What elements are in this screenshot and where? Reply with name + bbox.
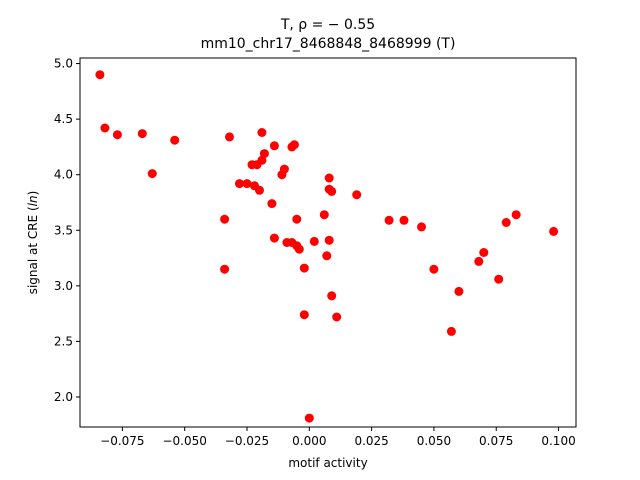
data-point bbox=[255, 185, 264, 195]
data-point bbox=[304, 413, 314, 423]
data-point bbox=[324, 173, 334, 183]
y-axis-ticks: 2.0 2.5 3.0 3.5 4.0 4.5 5.0 bbox=[54, 57, 80, 404]
data-point bbox=[417, 222, 426, 232]
data-point bbox=[332, 312, 342, 322]
data-point bbox=[429, 264, 439, 274]
data-point bbox=[269, 141, 279, 151]
data-point bbox=[294, 244, 304, 254]
y-tick-label: 2.5 bbox=[54, 334, 73, 348]
data-point bbox=[95, 70, 105, 80]
data-point bbox=[170, 135, 180, 145]
data-points bbox=[95, 70, 559, 423]
data-point bbox=[220, 214, 230, 224]
x-tick-label: 0.100 bbox=[541, 434, 575, 448]
data-point bbox=[292, 214, 302, 224]
data-point bbox=[474, 256, 484, 266]
x-tick-label: −0.025 bbox=[225, 434, 269, 448]
x-tick-label: 0.075 bbox=[479, 434, 513, 448]
data-point bbox=[399, 215, 409, 225]
data-point bbox=[220, 264, 230, 274]
data-point bbox=[279, 164, 289, 174]
data-point bbox=[235, 179, 244, 189]
data-point bbox=[259, 149, 269, 159]
data-point bbox=[147, 169, 157, 179]
data-point bbox=[225, 132, 234, 142]
x-tick-label: 0.025 bbox=[354, 434, 388, 448]
data-point bbox=[309, 236, 319, 246]
chart-title-line2: mm10_chr17_8468848_8468999 (T) bbox=[201, 36, 456, 52]
data-point bbox=[137, 129, 147, 139]
plot-frame bbox=[79, 57, 577, 428]
data-point bbox=[352, 190, 362, 200]
data-point bbox=[494, 274, 504, 284]
data-point bbox=[242, 179, 252, 189]
data-point bbox=[257, 128, 267, 137]
data-point bbox=[267, 199, 277, 209]
data-point bbox=[269, 233, 279, 243]
data-point bbox=[454, 286, 464, 296]
data-point bbox=[299, 263, 309, 273]
data-point bbox=[501, 218, 511, 227]
x-axis-ticks: −0.075 −0.050 −0.025 0.000 0.025 0.050 0.075 0.… bbox=[100, 427, 576, 448]
data-point bbox=[384, 215, 394, 225]
chart-title-line1: T, ρ = − 0.55 bbox=[280, 17, 375, 33]
y-tick-label: 3.5 bbox=[54, 223, 73, 237]
y-tick-label: 4.0 bbox=[54, 168, 73, 182]
y-tick-label: 4.5 bbox=[54, 112, 73, 126]
data-point bbox=[511, 210, 521, 220]
data-point bbox=[324, 235, 334, 245]
x-tick-label: 0.050 bbox=[417, 434, 451, 448]
y-tick-label: 5.0 bbox=[54, 57, 73, 71]
data-point bbox=[549, 226, 559, 236]
data-point bbox=[322, 251, 332, 261]
data-point bbox=[100, 123, 110, 133]
x-tick-label: 0.000 bbox=[292, 434, 326, 448]
data-point bbox=[479, 248, 489, 257]
x-axis-label: motif activity bbox=[288, 456, 367, 470]
y-tick-label: 3.0 bbox=[54, 279, 73, 293]
data-point bbox=[112, 130, 122, 140]
data-point bbox=[327, 291, 337, 301]
x-tick-label: −0.050 bbox=[162, 434, 206, 448]
y-axis-label: signal at CRE (ln) bbox=[26, 191, 40, 295]
data-point bbox=[289, 140, 299, 150]
y-tick-label: 2.0 bbox=[54, 390, 73, 404]
x-tick-label: −0.075 bbox=[100, 434, 144, 448]
data-point bbox=[446, 326, 456, 336]
data-point bbox=[319, 210, 329, 220]
data-point bbox=[327, 186, 337, 196]
data-point bbox=[299, 310, 309, 320]
